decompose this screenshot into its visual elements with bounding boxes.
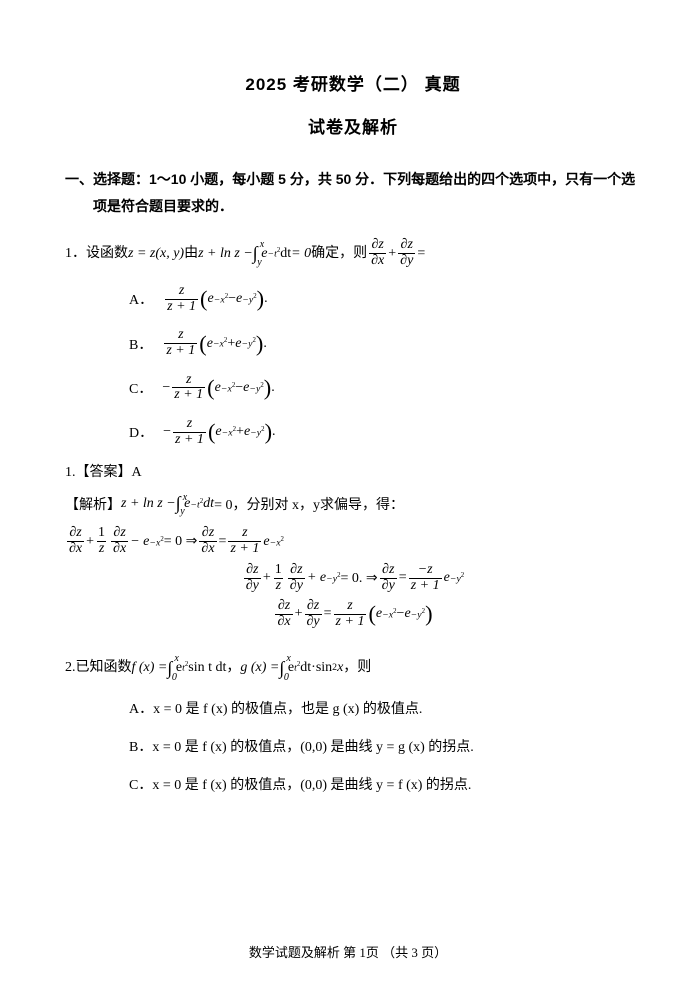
question-2: 2. 已知函数 f (x) = ∫0x et2 sin t dt ， g (x)… xyxy=(65,652,641,685)
integral-icon: ∫yx xyxy=(176,493,181,514)
q1-derivation: ∂z∂x + 1z ∂z∂x − e−x2 = 0 ⇒ ∂z∂x = zz + … xyxy=(65,526,641,629)
q2-stem-b: ， xyxy=(226,655,240,680)
page-title: 2025 考研数学（二） 真题 xyxy=(65,70,641,95)
page-subtitle: 试卷及解析 xyxy=(65,113,641,138)
page-footer: 数学试题及解析 第 1页 （共 3 页） xyxy=(0,942,696,961)
integral-icon: ∫yx xyxy=(253,237,258,270)
q2-stem-a: 已知函数 xyxy=(76,655,132,680)
integral-icon: ∫0x xyxy=(167,652,172,685)
q1-eq-lhs: z = z(x, y) xyxy=(128,241,184,266)
q1-stem-c: 确定，则 xyxy=(311,241,367,266)
q1-analysis: 【解析】 z + ln z − ∫yx e−t2dt = 0，分别对 x，y求偏… xyxy=(65,493,641,514)
q1-answer: 1.【答案】A xyxy=(65,461,641,481)
q1-option-b: B． zz + 1 ( e−x2 + e−y2 ) . xyxy=(129,328,641,358)
q1-stem-b: 由 xyxy=(184,241,198,266)
q1-stem-a: 设函数 xyxy=(86,241,128,266)
q1-option-a: A． zz + 1 ( e−x2 − e−y2 ) . xyxy=(129,284,641,314)
section-1-line2: 项是符合题目要求的． xyxy=(65,193,641,220)
q2-option-c: C．x = 0 是 f (x) 的极值点，(0,0) 是曲线 y = f (x)… xyxy=(129,774,641,794)
q1-option-c: C． − zz + 1 ( e−x2 − e−y2 ) . xyxy=(129,373,641,403)
q2-number: 2. xyxy=(65,655,76,680)
integral-icon: ∫0x xyxy=(279,652,284,685)
section-1-heading: 一、选择题：1～10 小题，每小题 5 分，共 50 分．下列每题给出的四个选项… xyxy=(65,166,641,219)
q2-option-b: B．x = 0 是 f (x) 的极值点，(0,0) 是曲线 y = g (x)… xyxy=(129,736,641,756)
q2-stem-c: ，则 xyxy=(343,655,371,680)
question-1: 1． 设函数 z = z(x, y) 由 z + ln z − ∫yx e−t2… xyxy=(65,237,641,270)
q1-rhs: ∂z∂x + ∂z∂y = xyxy=(367,238,425,268)
section-1-line1: 一、选择题：1～10 小题，每小题 5 分，共 50 分．下列每题给出的四个选项… xyxy=(65,171,635,187)
q1-option-d: D． − zz + 1 ( e−x2 + e−y2 ) . xyxy=(129,417,641,447)
q1-number: 1． xyxy=(65,241,86,266)
q2-option-a: A．x = 0 是 f (x) 的极值点，也是 g (x) 的极值点. xyxy=(129,698,641,718)
exam-page: 2025 考研数学（二） 真题 试卷及解析 一、选择题：1～10 小题，每小题 … xyxy=(0,0,696,983)
q1-definition: z + ln z − ∫yx e−t2dt = 0 xyxy=(198,237,311,270)
